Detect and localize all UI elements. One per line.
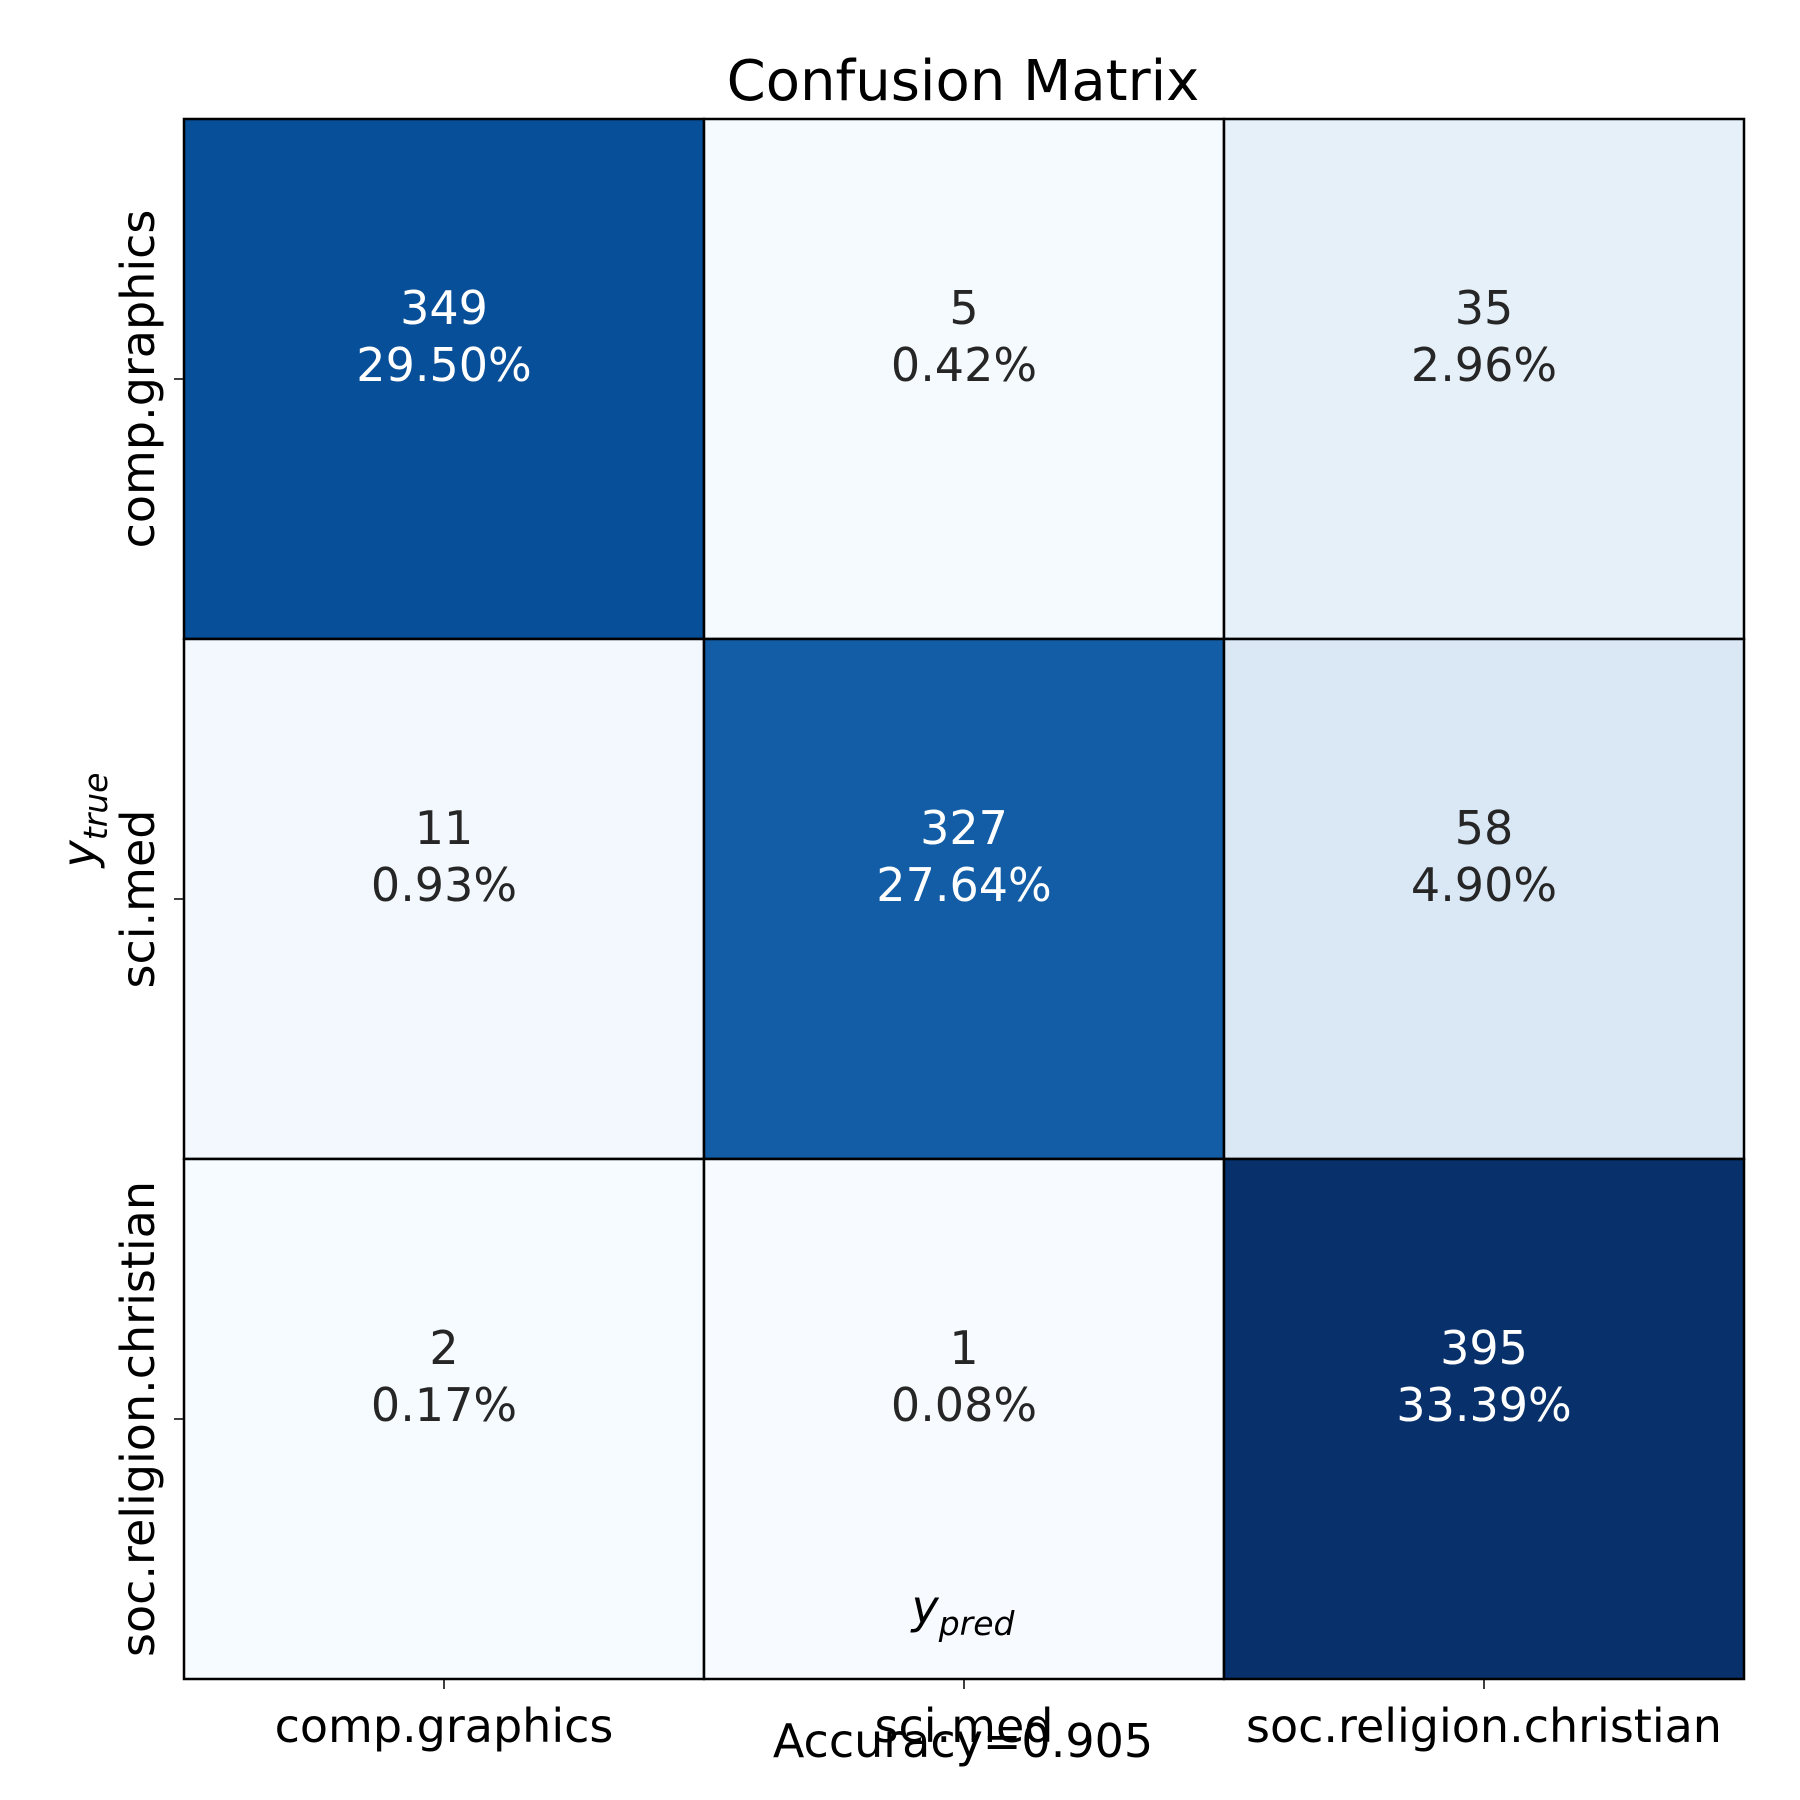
- cell-percent-label: 0.93%: [371, 858, 517, 912]
- cell-percent-label: 0.42%: [891, 338, 1037, 392]
- y-axis-ticks: comp.graphics sci.med soc.religion.christi…: [111, 210, 184, 1657]
- x-axis-label: ypred: [910, 1580, 1016, 1643]
- y-tick-label: comp.graphics: [111, 210, 165, 549]
- heatmap-cell: [182, 117, 706, 641]
- cell-count-label: 327: [920, 801, 1008, 855]
- heatmap-cell: [702, 1157, 1226, 1681]
- cell-percent-label: 27.64%: [876, 858, 1051, 912]
- heatmap-cells: [182, 117, 1746, 1681]
- cell-count-label: 1: [949, 1321, 978, 1375]
- cell-count-label: 5: [949, 281, 978, 335]
- cell-count-label: 11: [415, 801, 474, 855]
- cell-percent-label: 33.39%: [1396, 1378, 1571, 1432]
- cell-count-label: 35: [1455, 281, 1514, 335]
- y-tick-label: soc.religion.christian: [111, 1181, 165, 1657]
- cell-count-label: 58: [1455, 801, 1514, 855]
- cell-percent-label: 2.96%: [1411, 338, 1557, 392]
- cell-count-label: 2: [429, 1321, 458, 1375]
- cell-percent-label: 4.90%: [1411, 858, 1557, 912]
- heatmap-cell: [182, 1157, 706, 1681]
- x-axis-ticks: comp.graphics sci.med soc.religion.christi…: [275, 1679, 1722, 1753]
- cell-percent-label: 0.08%: [891, 1378, 1037, 1432]
- heatmap-cell: [182, 637, 706, 1161]
- heatmap-cell: [702, 637, 1226, 1161]
- cell-count-label: 395: [1440, 1321, 1528, 1375]
- x-tick-label: sci.med: [875, 1699, 1054, 1753]
- accuracy-footer: Accuracy=0.905: [773, 1714, 1153, 1768]
- x-tick-label: soc.religion.christian: [1246, 1699, 1722, 1753]
- x-tick-label: comp.graphics: [275, 1699, 614, 1753]
- cell-percent-label: 0.17%: [371, 1378, 517, 1432]
- heatmap-cell: [702, 117, 1226, 641]
- heatmap-cell: [1222, 637, 1746, 1161]
- chart-title: Confusion Matrix: [727, 49, 1200, 114]
- cell-percent-label: 29.50%: [356, 338, 531, 392]
- cell-count-label: 349: [400, 281, 488, 335]
- y-tick-label: sci.med: [111, 810, 165, 989]
- y-axis-label: ytrue: [52, 773, 115, 870]
